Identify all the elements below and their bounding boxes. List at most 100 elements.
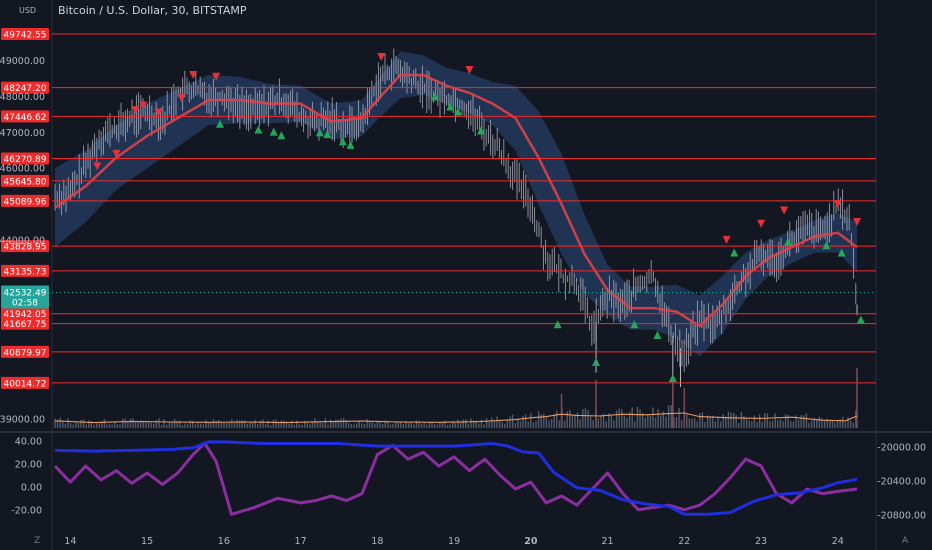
sell-signal-marker — [757, 219, 766, 228]
oscillator-blue-line — [54, 440, 858, 516]
price-axis-tick: 49000.00 — [0, 56, 45, 67]
auto-scale-z-button[interactable]: Z — [34, 536, 41, 546]
sell-signal-marker — [154, 108, 163, 117]
current-price-badge — [1, 285, 49, 309]
buy-signal-marker — [822, 241, 831, 250]
level-badge — [1, 110, 49, 123]
sell-signal-marker — [139, 101, 148, 110]
buy-signal-marker — [269, 127, 278, 136]
sell-signal-marker — [833, 200, 842, 209]
level-label: 47446.62 — [4, 113, 47, 123]
level-badge — [1, 152, 49, 165]
buy-signal-marker — [446, 102, 455, 111]
sell-signal-marker — [177, 94, 186, 103]
buy-signal-marker — [323, 130, 332, 139]
level-badge — [1, 307, 49, 320]
level-badge — [1, 317, 49, 330]
countdown-label: 02:58 — [12, 299, 38, 309]
moving-average — [54, 73, 858, 328]
buy-signal-marker — [216, 119, 225, 128]
buy-signal-marker — [315, 128, 324, 137]
buy-signal-marker — [476, 126, 485, 135]
buy-signal-marker — [553, 320, 562, 329]
level-badge — [1, 27, 49, 40]
date-axis-tick: 19 — [448, 536, 460, 547]
date-axis-tick: 14 — [64, 536, 76, 547]
buy-signal-marker — [277, 131, 286, 140]
level-label: 48247.20 — [4, 84, 47, 94]
sell-signal-marker — [377, 53, 386, 62]
date-axis-tick: 23 — [755, 536, 767, 547]
level-label: 41942.05 — [4, 310, 47, 320]
level-badge — [1, 264, 49, 277]
price-axis-tick: 47000.00 — [0, 128, 45, 139]
oscillator-left-tick: 0.00 — [21, 482, 42, 493]
oscillator-left-tick: -20.00 — [11, 505, 42, 516]
buy-signal-marker — [856, 315, 865, 324]
buy-signal-marker — [837, 248, 846, 257]
buy-signal-marker — [430, 92, 439, 101]
sell-signal-marker — [131, 106, 140, 115]
oscillator-purple-line — [53, 441, 858, 516]
price-axis-tick: 39000.00 — [0, 415, 45, 426]
level-label: 45089.96 — [4, 197, 47, 207]
sell-signal-marker — [465, 65, 474, 74]
date-axis-tick: 16 — [218, 536, 230, 547]
level-badge — [1, 81, 49, 94]
buy-signal-marker — [453, 107, 462, 116]
oscillator-pane — [53, 440, 858, 516]
level-badge — [1, 240, 49, 253]
level-label: 40879.97 — [4, 348, 47, 358]
date-axis-tick: 18 — [371, 536, 383, 547]
oscillator-left-tick: 20.00 — [15, 459, 42, 470]
date-axis-tick: 21 — [602, 536, 614, 547]
axes: 39000.00 44000.00 46000.00 47000.00 48000.00… — [0, 56, 926, 547]
date-axis-tick: 22 — [678, 536, 690, 547]
date-axis-tick: 15 — [141, 536, 153, 547]
buy-signal-marker — [338, 137, 347, 146]
chart-title: Bitcoin / U.S. Dollar, 30, BITSTAMP — [58, 4, 247, 17]
oscillator-left-tick: 40.00 — [15, 436, 42, 447]
oscillator-right-tick: -20400.00 — [877, 477, 926, 488]
sell-signal-marker — [212, 72, 221, 81]
level-label: 43135.73 — [4, 267, 47, 277]
level-label: 49742.55 — [4, 30, 47, 40]
level-label: 40014.72 — [4, 379, 47, 389]
level-badge — [1, 345, 49, 358]
volume-pane — [54, 368, 858, 428]
sell-signal-marker — [722, 235, 731, 244]
level-label: 41667.75 — [4, 320, 47, 330]
auto-scale-a-button[interactable]: A — [902, 536, 909, 546]
level-label: 43828.95 — [4, 243, 47, 253]
buy-signal-marker — [254, 125, 263, 134]
buy-signal-marker — [783, 237, 792, 246]
date-axis-tick: 20 — [524, 536, 538, 547]
buy-signal-marker — [346, 140, 355, 149]
buy-signal-marker — [653, 330, 662, 339]
oscillator-right-tick: -20800.00 — [877, 511, 926, 522]
buy-signal-marker — [630, 320, 639, 329]
date-axis-tick: 24 — [832, 536, 844, 547]
sell-signal-marker — [780, 206, 789, 215]
level-badge — [1, 376, 49, 389]
volume-ma-line — [54, 412, 858, 424]
price-axis-tick: 48000.00 — [0, 92, 45, 103]
level-badge — [1, 174, 49, 187]
buy-signal-marker — [592, 357, 601, 366]
sell-signal-marker — [112, 149, 121, 158]
horizontal-levels[interactable]: 49742.55 48247.20 47446.62 46270.89 45645.80… — [1, 27, 876, 389]
moving-average-line — [54, 73, 858, 328]
date-axis-tick: 17 — [295, 536, 307, 547]
level-badge — [1, 194, 49, 207]
buy-signal-marker — [668, 374, 677, 382]
level-label: 46270.89 — [4, 155, 47, 165]
level-label: 45645.80 — [4, 177, 47, 187]
oscillator-right-tick: -20000.00 — [877, 442, 926, 453]
price-axis-tick: 44000.00 — [0, 235, 45, 246]
sell-signal-marker — [853, 218, 861, 226]
price-axis-tick: 46000.00 — [0, 164, 45, 175]
current-price-label: 42532.49 — [4, 289, 47, 299]
signal-markers — [93, 53, 865, 382]
